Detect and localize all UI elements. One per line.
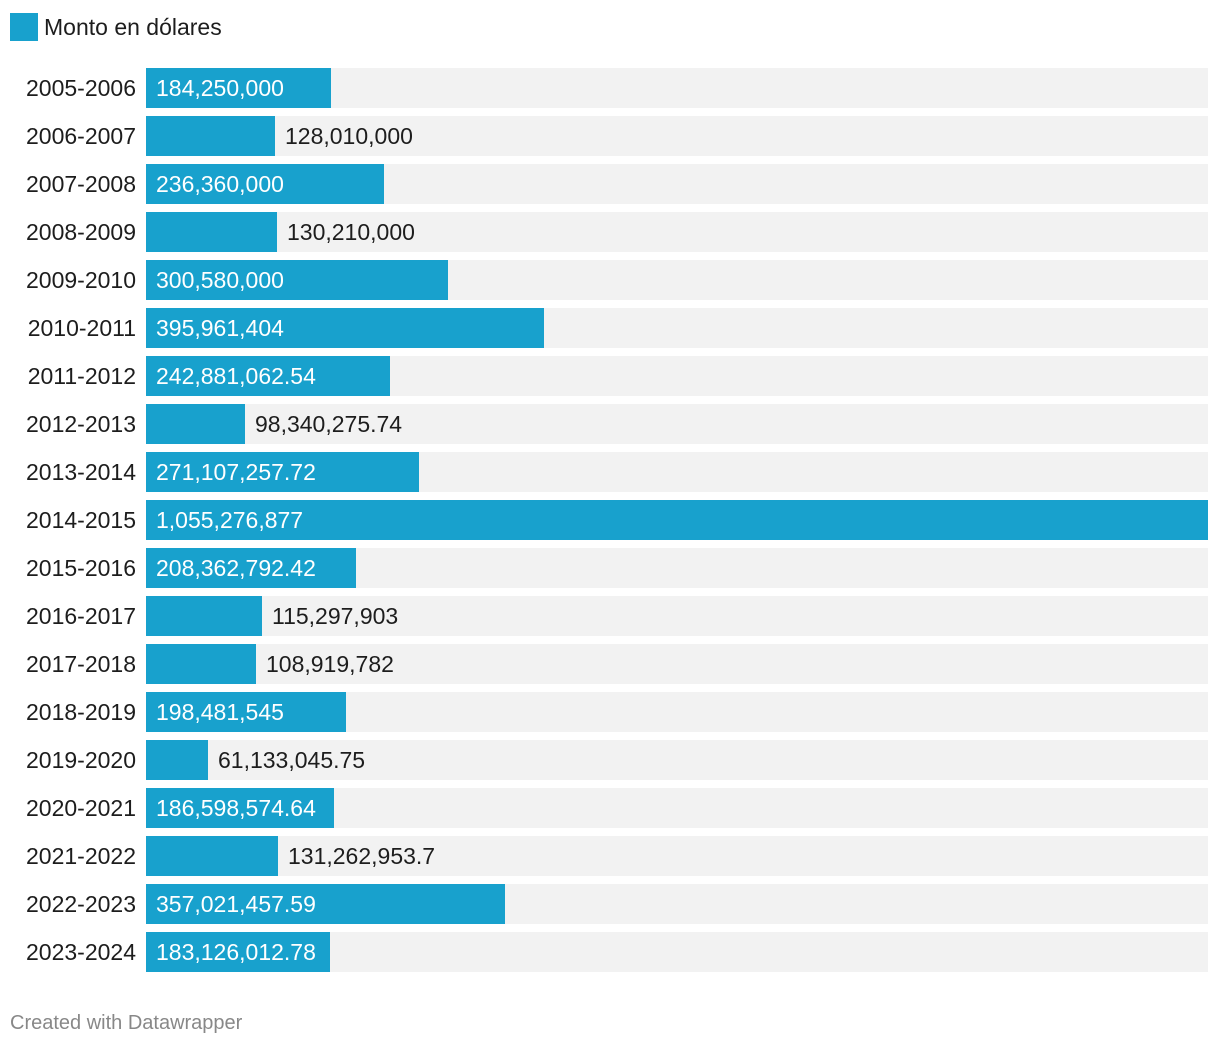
bar-row: 2009-2010 300,580,000 xyxy=(0,260,1220,300)
bar-track: 1,055,276,877 xyxy=(146,500,1208,540)
bar-track: 183,126,012.78 xyxy=(146,932,1208,972)
legend: Monto en dólares xyxy=(10,12,222,42)
bar-track: 242,881,062.54 xyxy=(146,356,1208,396)
bar xyxy=(146,644,256,684)
footer-credit: Created with Datawrapper xyxy=(10,1012,243,1034)
bar-row: 2022-2023 357,021,457.59 xyxy=(0,884,1220,924)
bar xyxy=(146,164,384,204)
bar xyxy=(146,596,262,636)
bar xyxy=(146,884,505,924)
bar xyxy=(146,212,277,252)
bar-track: 208,362,792.42 xyxy=(146,548,1208,588)
bar xyxy=(146,116,275,156)
bar-track: 128,010,000 xyxy=(146,116,1208,156)
bar xyxy=(146,836,278,876)
legend-swatch xyxy=(10,13,38,41)
bar-track: 108,919,782 xyxy=(146,644,1208,684)
bar-row: 2014-2015 1,055,276,877 xyxy=(0,500,1220,540)
value-label: 242,881,062.54 xyxy=(156,363,316,389)
category-label: 2019-2020 xyxy=(26,747,136,773)
bar-track: 271,107,257.72 xyxy=(146,452,1208,492)
bar-track: 395,961,404 xyxy=(146,308,1208,348)
bar-row: 2008-2009 130,210,000 xyxy=(0,212,1220,252)
category-label: 2011-2012 xyxy=(27,363,136,389)
value-label: 130,210,000 xyxy=(287,219,415,245)
value-label: 61,133,045.75 xyxy=(218,747,366,773)
value-label: 1,055,276,877 xyxy=(156,507,304,533)
bar-track: 130,210,000 xyxy=(146,212,1208,252)
value-label: 208,362,792.42 xyxy=(156,555,316,581)
category-label: 2020-2021 xyxy=(26,795,136,821)
bar-track: 98,340,275.74 xyxy=(146,404,1208,444)
category-label: 2005-2006 xyxy=(26,75,136,101)
value-label: 108,919,782 xyxy=(266,651,394,677)
bar xyxy=(146,548,356,588)
bar xyxy=(146,260,448,300)
value-label: 236,360,000 xyxy=(156,171,284,197)
bar-row: 2020-2021 186,598,574.64 xyxy=(0,788,1220,828)
value-label: 128,010,000 xyxy=(285,123,413,149)
value-label: 98,340,275.74 xyxy=(255,411,403,437)
value-label: 395,961,404 xyxy=(156,315,284,341)
category-label: 2008-2009 xyxy=(26,219,136,245)
bar-row: 2013-2014 271,107,257.72 xyxy=(0,452,1220,492)
category-label: 2014-2015 xyxy=(26,507,136,533)
bar-row: 2021-2022 131,262,953.7 xyxy=(0,836,1220,876)
value-label: 115,297,903 xyxy=(272,603,399,629)
bar-track: 236,360,000 xyxy=(146,164,1208,204)
bar xyxy=(146,308,544,348)
bar-row: 2006-2007 128,010,000 xyxy=(0,116,1220,156)
bar xyxy=(146,692,346,732)
bar-row: 2016-2017 115,297,903 xyxy=(0,596,1220,636)
bar xyxy=(146,356,390,396)
bar-track: 186,598,574.64 xyxy=(146,788,1208,828)
bar xyxy=(146,452,419,492)
value-label: 183,126,012.78 xyxy=(156,939,316,965)
bar-row: 2015-2016 208,362,792.42 xyxy=(0,548,1220,588)
bar-track: 61,133,045.75 xyxy=(146,740,1208,780)
bar-track: 357,021,457.59 xyxy=(146,884,1208,924)
category-label: 2017-2018 xyxy=(26,651,136,677)
category-label: 2015-2016 xyxy=(26,555,136,581)
value-label: 271,107,257.72 xyxy=(156,459,316,485)
bar-track: 198,481,545 xyxy=(146,692,1208,732)
category-label: 2016-2017 xyxy=(26,603,136,629)
bar xyxy=(146,68,331,108)
bar xyxy=(146,404,245,444)
category-label: 2012-2013 xyxy=(26,411,136,437)
bar-row: 2018-2019 198,481,545 xyxy=(0,692,1220,732)
bar-row: 2017-2018 108,919,782 xyxy=(0,644,1220,684)
bar-row: 2007-2008 236,360,000 xyxy=(0,164,1220,204)
bar xyxy=(146,788,334,828)
category-label: 2013-2014 xyxy=(26,459,136,485)
category-label: 2018-2019 xyxy=(26,699,136,725)
bar xyxy=(146,932,330,972)
bar-track: 184,250,000 xyxy=(146,68,1208,108)
category-label: 2010-2011 xyxy=(27,315,136,341)
bar-track: 131,262,953.7 xyxy=(146,836,1208,876)
bar-row: 2023-2024 183,126,012.78 xyxy=(0,932,1220,972)
category-label: 2021-2022 xyxy=(26,843,136,869)
category-label: 2006-2007 xyxy=(26,123,136,149)
value-label: 184,250,000 xyxy=(156,75,284,101)
value-label: 357,021,457.59 xyxy=(156,891,316,917)
category-label: 2022-2023 xyxy=(26,891,136,917)
category-label: 2009-2010 xyxy=(26,267,136,293)
bar-track: 115,297,903 xyxy=(146,596,1208,636)
bar-row: 2005-2006 184,250,000 xyxy=(0,68,1220,108)
value-label: 131,262,953.7 xyxy=(288,843,436,869)
legend-label: Monto en dólares xyxy=(44,13,222,40)
bar xyxy=(146,500,1208,540)
category-label: 2007-2008 xyxy=(26,171,136,197)
bar-row: 2019-2020 61,133,045.75 xyxy=(0,740,1220,780)
category-label: 2023-2024 xyxy=(26,939,136,965)
bar-row: 2010-2011 395,961,404 xyxy=(0,308,1220,348)
value-label: 198,481,545 xyxy=(156,699,284,725)
bar xyxy=(146,740,208,780)
value-label: 186,598,574.64 xyxy=(156,795,316,821)
bar-track: 300,580,000 xyxy=(146,260,1208,300)
value-label: 300,580,000 xyxy=(156,267,284,293)
bar-row: 2011-2012 242,881,062.54 xyxy=(0,356,1220,396)
bar-row: 2012-2013 98,340,275.74 xyxy=(0,404,1220,444)
